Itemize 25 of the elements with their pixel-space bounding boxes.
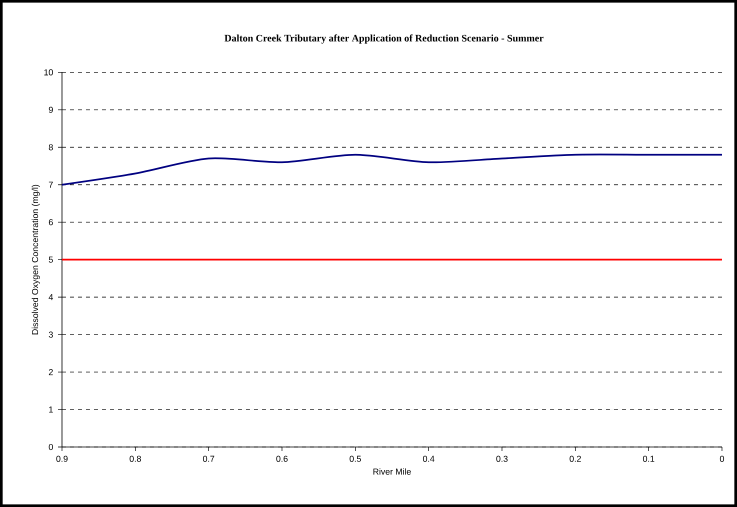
y-tick-label: 9 (48, 106, 53, 113)
x-tick-label: 0.7 (202, 456, 214, 462)
y-axis-title: Dissolved Oxygen Concentration (mg/l) (32, 184, 40, 334)
line-series (62, 154, 722, 186)
x-axis-title: River Mile (373, 468, 411, 475)
y-tick-label: 10 (44, 69, 53, 76)
y-tick-label: 3 (48, 332, 53, 338)
y-tick-label: 2 (48, 369, 53, 376)
y-tick-label: 7 (48, 182, 53, 188)
y-tick-label: 5 (48, 256, 53, 263)
x-tick-label: 0.9 (56, 456, 68, 462)
chart-title: Dalton Creek Tributary after Application of Reduction Scenario - Summer (224, 34, 544, 44)
x-tick-label: 0.5 (350, 456, 361, 462)
y-tick-label: 8 (48, 144, 53, 150)
y-tick-label: 6 (48, 219, 53, 226)
y-tick-label: 0 (48, 444, 53, 450)
x-tick-label: 0.1 (642, 456, 654, 462)
x-tick-label: 0.4 (422, 456, 434, 462)
x-tick-label: 0.6 (276, 456, 288, 462)
x-tick-label: 0.8 (130, 456, 141, 462)
x-tick-label: 0.3 (496, 456, 508, 462)
y-tick-label: 1 (49, 406, 53, 413)
x-tick-label: 0 (720, 456, 724, 462)
y-tick-label: 4 (48, 294, 54, 300)
x-tick-label: 0.2 (570, 456, 581, 462)
